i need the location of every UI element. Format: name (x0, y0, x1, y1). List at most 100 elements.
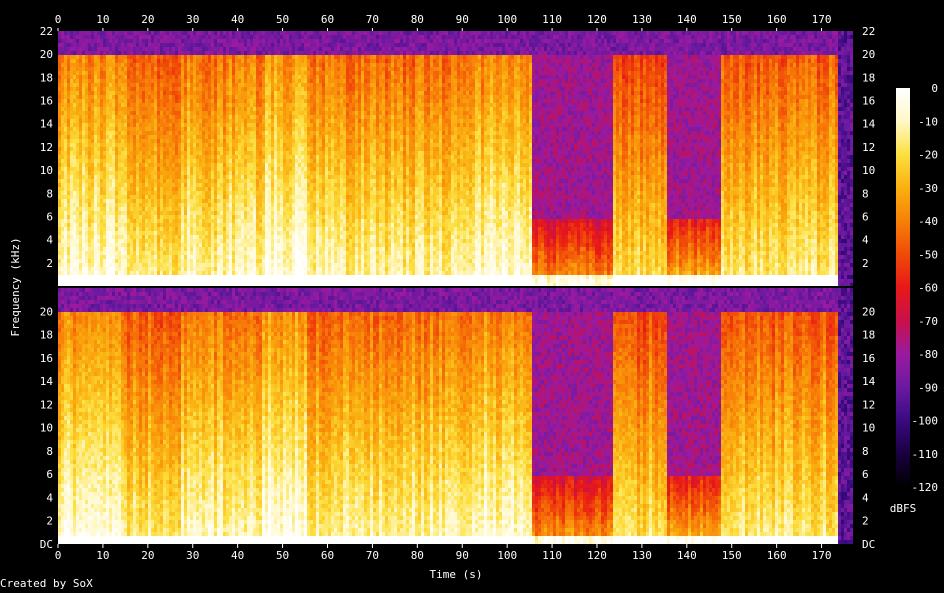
spectrogram-cell (91, 159, 95, 164)
spectrogram-cell (136, 123, 140, 128)
spectrogram-cell (238, 191, 242, 196)
spectrogram-cell (277, 31, 281, 36)
spectrogram-cell (187, 227, 191, 232)
spectrogram-cell (85, 247, 89, 252)
spectrogram-cell (280, 243, 284, 248)
spectrogram-cell (280, 127, 284, 132)
spectrogram-cell (145, 63, 149, 68)
spectrogram-cell (253, 171, 257, 176)
spectrogram-cell (190, 155, 194, 160)
spectrogram-cell (64, 235, 68, 240)
spectrogram-cell (70, 51, 74, 56)
spectrogram-cell (112, 151, 116, 156)
spectrogram-cell (181, 151, 185, 156)
spectrogram-cell (205, 99, 209, 104)
spectrogram-cell (232, 267, 236, 272)
spectrogram-cell (142, 111, 146, 116)
spectrogram-cell (67, 283, 71, 286)
spectrogram-cell (235, 43, 239, 48)
spectrogram-cell (142, 263, 146, 268)
spectrogram-cell (202, 259, 206, 264)
spectrogram-cell (241, 171, 245, 176)
spectrogram-cell (232, 143, 236, 148)
spectrogram-cell (139, 283, 143, 286)
spectrogram-cell (247, 143, 251, 148)
spectrogram-cell (250, 279, 254, 284)
spectrogram-cell (136, 227, 140, 232)
spectrogram-cell (241, 263, 245, 268)
spectrogram-cell (184, 215, 188, 220)
spectrogram-cell (265, 95, 269, 100)
spectrogram-cell (274, 35, 278, 40)
spectrogram-cell (115, 183, 119, 188)
spectrogram-cell (142, 159, 146, 164)
spectrogram-cell (244, 171, 248, 176)
spectrogram-cell (229, 127, 233, 132)
spectrogram-cell (289, 107, 293, 112)
spectrogram-cell (256, 155, 260, 160)
spectrogram-cell (130, 115, 134, 120)
spectrogram-cell (214, 175, 218, 180)
spectrogram-cell (247, 175, 251, 180)
spectrogram-cell (151, 95, 155, 100)
spectrogram-cell (193, 63, 197, 68)
spectrogram-cell (229, 151, 233, 156)
spectrogram-cell (244, 127, 248, 132)
spectrogram-cell (112, 119, 116, 124)
spectrogram-cell (172, 79, 176, 84)
spectrogram-cell (151, 163, 155, 168)
spectrogram-cell (100, 183, 104, 188)
spectrogram-cell (253, 127, 257, 132)
spectrogram-cell (160, 263, 164, 268)
spectrogram-cell (226, 263, 230, 268)
spectrogram-cell (235, 187, 239, 192)
spectrogram-cell (67, 239, 71, 244)
spectrogram-cell (262, 235, 266, 240)
spectrogram-cell (166, 187, 170, 192)
spectrogram-cell (187, 271, 191, 276)
spectrogram-cell (193, 183, 197, 188)
spectrogram-cell (118, 231, 122, 236)
spectrogram-cell (163, 87, 167, 92)
spectrogram-cell (151, 187, 155, 192)
spectrogram-cell (193, 207, 197, 212)
spectrogram-cell (226, 83, 230, 88)
spectrogram-cell (112, 263, 116, 268)
spectrogram-cell (169, 67, 173, 72)
spectrogram-cell (199, 271, 203, 276)
spectrogram-cell (256, 91, 260, 96)
spectrogram-cell (112, 59, 116, 64)
spectrogram-cell (61, 71, 65, 76)
spectrogram-cell (142, 219, 146, 224)
spectrogram-cell (286, 163, 290, 168)
spectrogram-cell (223, 215, 227, 220)
spectrogram-cell (88, 123, 92, 128)
spectrogram-cell (289, 239, 293, 244)
spectrogram-cell (247, 99, 251, 104)
spectrogram-cell (259, 279, 263, 284)
spectrogram-cell (79, 139, 83, 144)
spectrogram-cell (136, 143, 140, 148)
spectrogram-cell (112, 167, 116, 172)
spectrogram-cell (133, 183, 137, 188)
spectrogram-cell (166, 91, 170, 96)
spectrogram-cell (208, 91, 212, 96)
spectrogram-cell (124, 79, 128, 84)
spectrogram-cell (259, 35, 263, 40)
spectrogram-cell (247, 179, 251, 184)
spectrogram-cell (127, 51, 131, 56)
spectrogram-cell (190, 227, 194, 232)
spectrogram-cell (181, 259, 185, 264)
spectrogram-cell (97, 179, 101, 184)
spectrogram-cell (229, 43, 233, 48)
spectrogram-cell (283, 75, 287, 80)
spectrogram-cell (232, 147, 236, 152)
spectrogram-cell (148, 163, 152, 168)
spectrogram-cell (154, 63, 158, 68)
spectrogram-cell (235, 119, 239, 124)
spectrogram-cell (142, 31, 146, 36)
spectrogram-cell (124, 231, 128, 236)
spectrogram-cell (97, 235, 101, 240)
spectrogram-cell (205, 227, 209, 232)
spectrogram-cell (196, 31, 200, 36)
